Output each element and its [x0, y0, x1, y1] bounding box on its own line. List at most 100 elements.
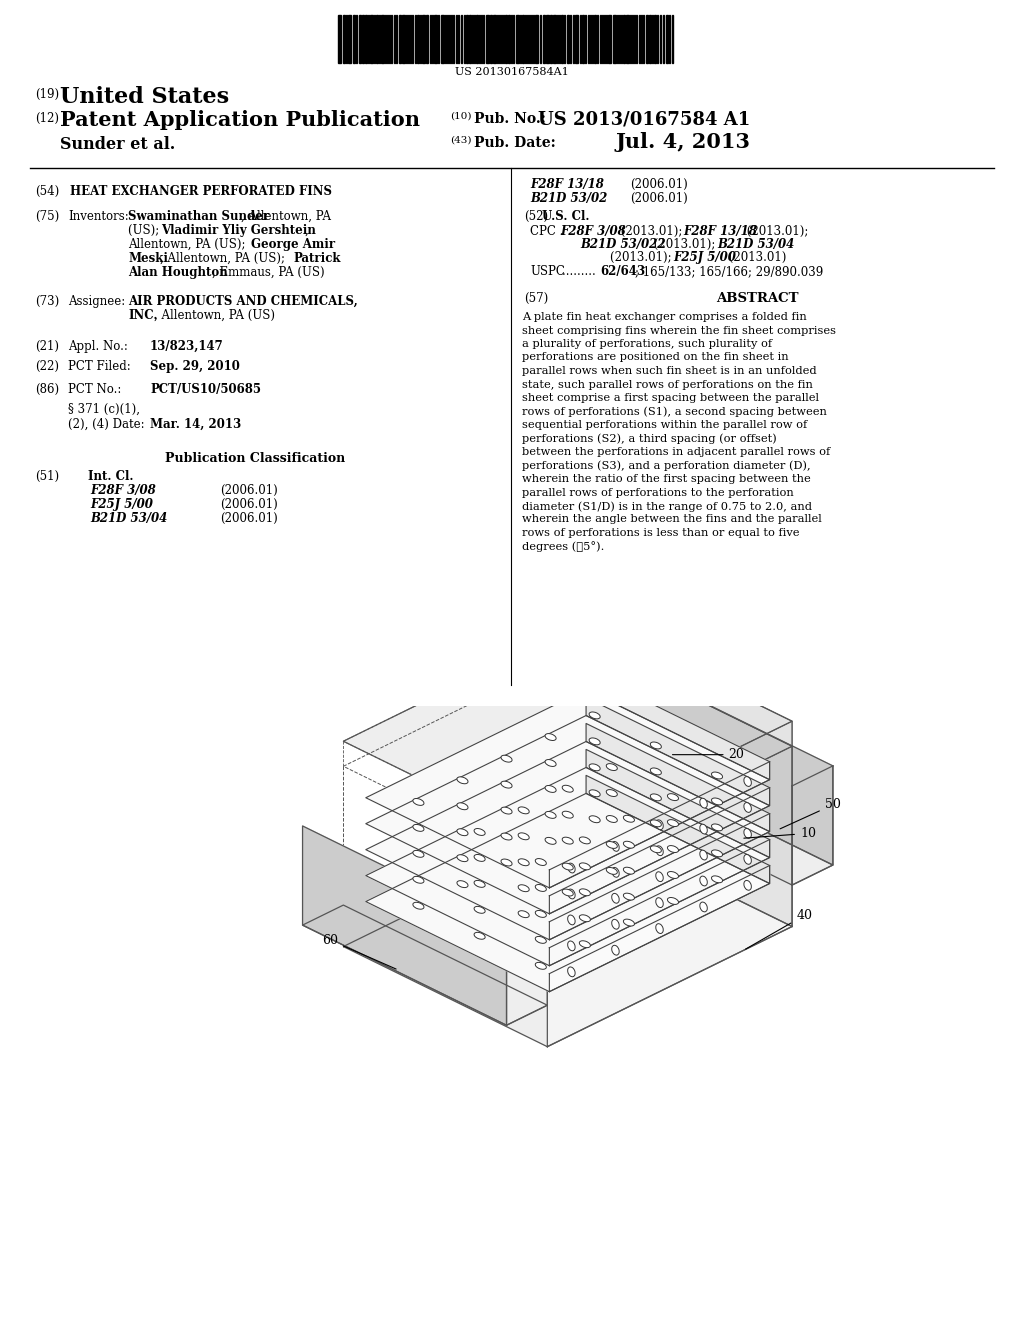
Ellipse shape [474, 880, 485, 887]
Text: ,: , [305, 224, 309, 238]
Polygon shape [366, 767, 770, 966]
Text: 13/823,147: 13/823,147 [150, 341, 224, 352]
Ellipse shape [624, 816, 635, 822]
Ellipse shape [501, 781, 512, 788]
Ellipse shape [518, 859, 529, 866]
Ellipse shape [712, 824, 723, 830]
Text: F25J 5/00: F25J 5/00 [673, 251, 736, 264]
Polygon shape [549, 788, 770, 913]
Bar [434, 15, 437, 63]
Text: 62/643: 62/643 [600, 265, 645, 279]
Text: perforations (S3), and a perforation diameter (D),: perforations (S3), and a perforation dia… [522, 461, 811, 471]
Ellipse shape [611, 867, 620, 878]
Ellipse shape [562, 812, 573, 818]
Text: state, such parallel rows of perforations on the fin: state, such parallel rows of perforation… [522, 380, 813, 389]
Text: a plurality of perforations, such plurality of: a plurality of perforations, such plural… [522, 339, 772, 348]
Text: Mar. 14, 2013: Mar. 14, 2013 [150, 418, 242, 432]
Bar [553, 15, 556, 63]
Text: CPC .: CPC . [530, 224, 567, 238]
Text: Sunder et al.: Sunder et al. [60, 136, 175, 153]
Text: Patent Application Publication: Patent Application Publication [60, 110, 420, 129]
Ellipse shape [413, 825, 424, 832]
Ellipse shape [413, 850, 424, 857]
Text: PCT/US10/50685: PCT/US10/50685 [150, 383, 261, 396]
Bar [359, 15, 361, 63]
Ellipse shape [474, 907, 485, 913]
Ellipse shape [589, 764, 600, 771]
Text: , Emmaus, PA (US): , Emmaus, PA (US) [212, 267, 325, 279]
Bar [654, 15, 656, 63]
Ellipse shape [457, 855, 468, 862]
Ellipse shape [457, 829, 468, 836]
Bar [348, 15, 351, 63]
Polygon shape [588, 622, 793, 746]
Text: F25J 5/00: F25J 5/00 [90, 498, 153, 511]
Text: Sep. 29, 2010: Sep. 29, 2010 [150, 360, 240, 374]
Text: 40: 40 [745, 909, 812, 949]
Bar [649, 15, 651, 63]
Ellipse shape [650, 846, 662, 853]
Ellipse shape [743, 854, 752, 865]
Ellipse shape [606, 764, 617, 771]
Text: , Allentown, PA (US): , Allentown, PA (US) [154, 309, 275, 322]
Ellipse shape [650, 768, 662, 775]
Polygon shape [586, 697, 770, 805]
Ellipse shape [562, 837, 573, 843]
Polygon shape [366, 793, 770, 991]
Ellipse shape [589, 789, 600, 797]
Ellipse shape [699, 850, 708, 859]
Ellipse shape [650, 742, 662, 748]
Ellipse shape [655, 871, 664, 882]
Ellipse shape [474, 829, 485, 836]
Ellipse shape [474, 932, 485, 940]
Ellipse shape [624, 867, 635, 874]
Text: sequential perforations within the parallel row of: sequential perforations within the paral… [522, 420, 807, 430]
Text: (2006.01): (2006.01) [220, 484, 278, 498]
Ellipse shape [501, 859, 512, 866]
Ellipse shape [413, 903, 424, 909]
Text: 60: 60 [323, 933, 396, 969]
Bar [522, 15, 524, 63]
Ellipse shape [580, 941, 591, 948]
Text: (43): (43) [450, 136, 471, 145]
Text: F28F 3/08: F28F 3/08 [90, 484, 156, 498]
Bar [582, 15, 584, 63]
Ellipse shape [413, 876, 424, 883]
Ellipse shape [743, 803, 752, 812]
Ellipse shape [580, 915, 591, 921]
Ellipse shape [545, 734, 556, 741]
Text: A plate fin heat exchanger comprises a folded fin: A plate fin heat exchanger comprises a f… [522, 312, 807, 322]
Bar [608, 15, 611, 63]
Bar [613, 15, 616, 63]
Ellipse shape [655, 924, 664, 933]
Text: Swaminathan Sunder: Swaminathan Sunder [128, 210, 269, 223]
Ellipse shape [501, 755, 512, 762]
Ellipse shape [712, 850, 723, 857]
Ellipse shape [655, 846, 664, 855]
Text: Inventors:: Inventors: [68, 210, 129, 223]
Ellipse shape [624, 841, 635, 849]
Ellipse shape [589, 738, 600, 744]
Polygon shape [507, 906, 547, 1026]
Bar [666, 15, 668, 63]
Text: , Allentown, PA: , Allentown, PA [241, 210, 331, 223]
Text: (2013.01): (2013.01) [725, 251, 786, 264]
Text: PCT Filed:: PCT Filed: [68, 360, 131, 374]
Ellipse shape [457, 880, 468, 887]
Text: United States: United States [60, 86, 229, 108]
Ellipse shape [589, 816, 600, 822]
Ellipse shape [655, 820, 664, 830]
Polygon shape [629, 665, 833, 865]
Text: (2013.01);: (2013.01); [743, 224, 808, 238]
Text: sheet comprising fins wherein the fin sheet comprises: sheet comprising fins wherein the fin sh… [522, 326, 836, 335]
Ellipse shape [501, 807, 512, 814]
Bar [338, 15, 341, 63]
Polygon shape [343, 622, 793, 841]
Text: (54): (54) [35, 185, 59, 198]
Text: B21D 53/04: B21D 53/04 [90, 512, 167, 525]
Bar [370, 15, 373, 63]
Text: (2013.01);: (2013.01); [617, 224, 686, 238]
Text: (10): (10) [450, 112, 471, 121]
Ellipse shape [580, 863, 591, 870]
Text: .........: ......... [562, 265, 599, 279]
